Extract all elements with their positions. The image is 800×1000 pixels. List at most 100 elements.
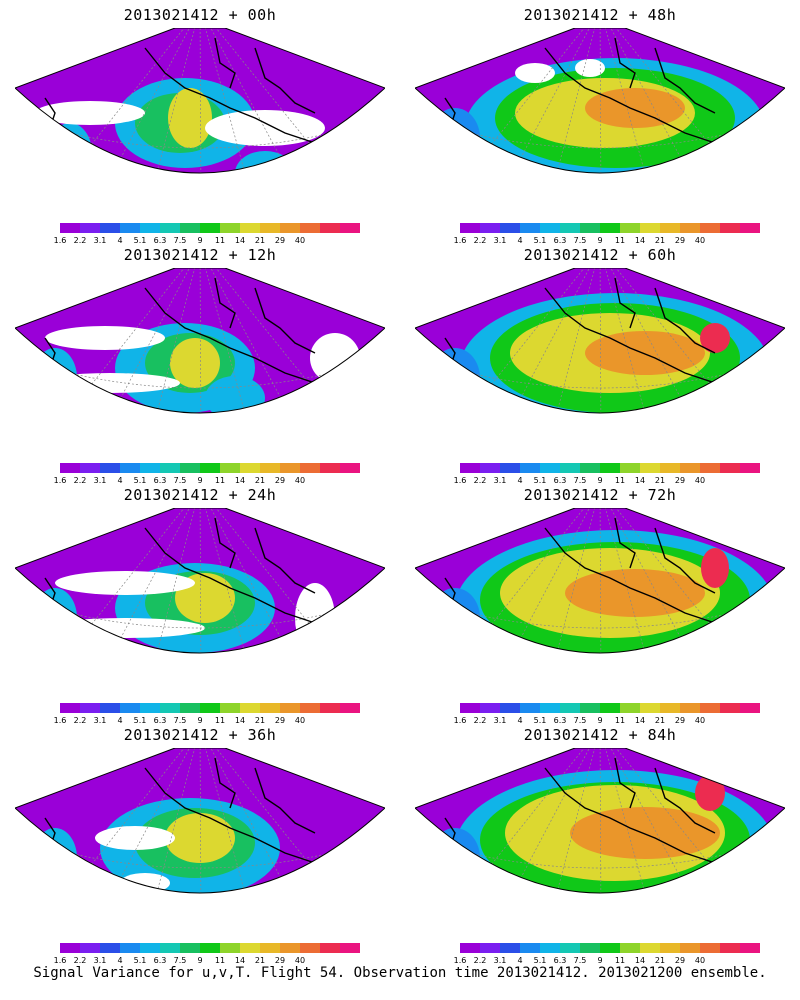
field-contour: [515, 63, 555, 83]
latitude-line: [15, 178, 385, 198]
latitude-line: [15, 658, 385, 678]
colorbar-swatch: [300, 463, 320, 473]
colorbar-tick-label: 4: [117, 956, 123, 965]
colorbar-swatch: [180, 223, 200, 233]
field-contour: [45, 326, 165, 350]
colorbar-tick-label: 9: [197, 476, 203, 485]
colorbar: [460, 943, 760, 953]
meridian-line: [96, 28, 201, 173]
figure-caption: Signal Variance for u,v,T. Flight 54. Ob…: [33, 965, 767, 981]
colorbar-swatch: [540, 223, 560, 233]
colorbar-swatch: [460, 463, 480, 473]
colorbar-tick-label: 21: [654, 476, 666, 485]
field-contour: [170, 338, 220, 388]
panel-36h: 2013021412 + 36h 1.6 2.2 3.1 4 5.1 6.3 7.5 9 11 14…: [0, 720, 400, 965]
colorbar-tick-label: 9: [197, 716, 203, 725]
meridian-line: [44, 268, 201, 413]
coastline: [444, 277, 776, 404]
colorbar-tick-label: 9: [597, 956, 603, 965]
colorbar-swatch: [560, 943, 580, 953]
colorbar-tick-label: 9: [197, 956, 203, 965]
colorbar-tick-label: 21: [654, 956, 666, 965]
panel-title: 2013021412 + 60h: [523, 246, 677, 264]
colorbar-swatch: [180, 463, 200, 473]
coastline: [444, 517, 776, 644]
colorbar: [60, 703, 360, 713]
coastline: [444, 37, 776, 164]
latitude-line: [415, 418, 785, 438]
meridian-line: [96, 268, 201, 413]
meridian-line: [96, 748, 201, 893]
colorbar-tick-label: 3.1: [93, 236, 107, 245]
colorbar-swatch: [80, 463, 100, 473]
colorbar-swatch: [740, 703, 760, 713]
colorbar-swatch: [740, 223, 760, 233]
colorbar-swatch: [60, 943, 80, 953]
colorbar-tick-label: 9: [197, 236, 203, 245]
coastline: [44, 277, 376, 404]
colorbar: [460, 223, 760, 233]
colorbar-swatch: [140, 703, 160, 713]
colorbar-swatch: [460, 943, 480, 953]
colorbar-tick-label: 9: [597, 236, 603, 245]
panel-title: 2013021412 + 00h: [123, 6, 277, 24]
colorbar-swatch: [320, 463, 340, 473]
meridian-line: [444, 28, 601, 173]
colorbar-tick-label: 2.2: [473, 236, 487, 245]
latitude-line: [415, 178, 785, 198]
colorbar-tick-label: 11: [614, 236, 626, 245]
field-contour: [585, 331, 705, 375]
colorbar-swatch: [240, 703, 260, 713]
colorbar-ticks: 1.6 2.2 3.1 4 5.1 6.3 7.5 9 11 14 21 29 40: [54, 476, 360, 486]
colorbar-tick-label: 4: [517, 236, 523, 245]
map-outline: [415, 268, 785, 414]
colorbar-tick-label: 2.2: [73, 476, 87, 485]
colorbar-tick-label: 7.5: [573, 236, 587, 245]
colorbar-tick-label: 6.3: [153, 236, 167, 245]
colorbar-swatch: [260, 703, 280, 713]
colorbar-swatch: [660, 703, 680, 713]
colorbar-swatch: [640, 223, 660, 233]
colorbar-tick-label: 11: [614, 956, 626, 965]
colorbar-ticks: 1.6 2.2 3.1 4 5.1 6.3 7.5 9 11 14 21 29 40: [54, 716, 360, 726]
colorbar-tick-label: 1.6: [453, 476, 467, 485]
colorbar-swatch: [160, 223, 180, 233]
meridian-line: [548, 28, 601, 173]
colorbar-swatch: [120, 223, 140, 233]
colorbar-tick-label: 3.1: [93, 716, 107, 725]
colorbar-tick-label: 6.3: [153, 716, 167, 725]
colorbar-tick-label: 4: [117, 236, 123, 245]
colorbar-swatch: [460, 703, 480, 713]
colorbar-tick-label: 3.1: [93, 476, 107, 485]
colorbar-tick-label: 21: [254, 236, 266, 245]
colorbar-swatch: [280, 463, 300, 473]
colorbar-tick-label: 3.1: [93, 956, 107, 965]
colorbar-tick-label: 2.2: [73, 716, 87, 725]
colorbar-swatch: [620, 463, 640, 473]
colorbar-tick-label: 5.1: [133, 236, 147, 245]
colorbar-swatch: [660, 223, 680, 233]
colorbar-tick-label: 29: [674, 716, 686, 725]
colorbar-swatch: [320, 223, 340, 233]
colorbar-swatch: [560, 703, 580, 713]
map-outline: [415, 508, 785, 654]
colorbar-tick-label: 14: [634, 716, 646, 725]
colorbar-tick-label: 5.1: [533, 716, 547, 725]
colorbar-swatch: [480, 943, 500, 953]
colorbar-tick-label: 7.5: [173, 476, 187, 485]
polar-stereographic-map: [15, 508, 385, 678]
colorbar-tick-label: 2.2: [473, 716, 487, 725]
field-contour: [33, 828, 77, 888]
colorbar-swatch: [720, 703, 740, 713]
colorbar-swatch: [560, 223, 580, 233]
field-contour: [33, 348, 77, 408]
panel-title: 2013021412 + 48h: [523, 6, 677, 24]
panel-84h: 2013021412 + 84h 1.6 2.2 3.1 4 5.1 6.3 7.5 9 11 14…: [400, 720, 800, 965]
latitude-line: [15, 418, 385, 438]
colorbar-tick-label: 6.3: [553, 716, 567, 725]
polar-stereographic-map: [415, 28, 785, 198]
meridian-line: [96, 508, 201, 653]
panel-60h: 2013021412 + 60h 1.6 2.2 3.1 4 5.1 6.3 7.5 9 11 14…: [400, 240, 800, 485]
colorbar-swatch: [740, 943, 760, 953]
colorbar-tick-label: 2.2: [473, 476, 487, 485]
